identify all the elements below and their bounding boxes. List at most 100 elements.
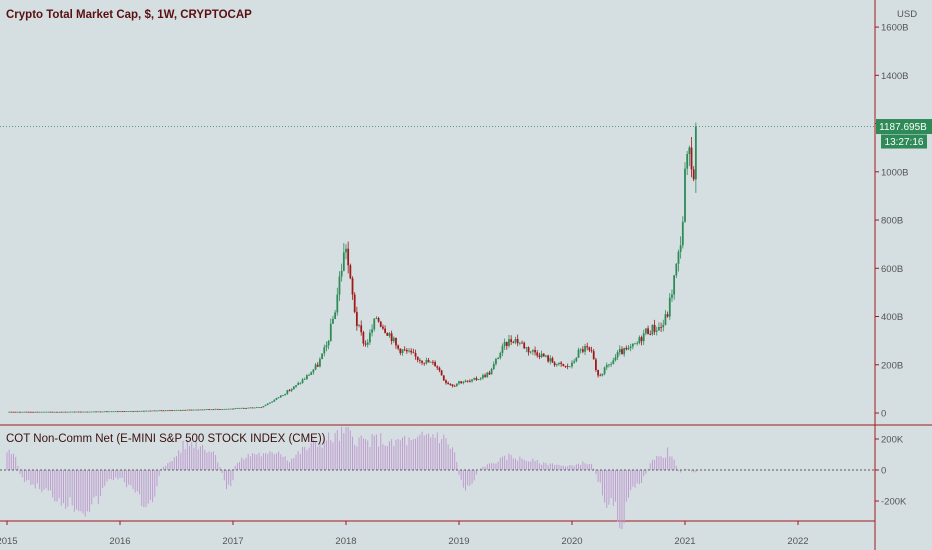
candle-body — [314, 364, 317, 370]
candle-body — [586, 346, 589, 348]
candle-body — [681, 221, 684, 246]
candle-body — [527, 347, 530, 353]
candle-body — [208, 409, 210, 410]
candle-body — [338, 276, 341, 295]
candle-body — [390, 333, 393, 342]
candle-body — [190, 409, 193, 411]
candle-body — [90, 411, 93, 413]
candle-body — [203, 409, 206, 411]
candle-body — [147, 410, 150, 412]
candle-body — [360, 325, 363, 333]
countdown-label: 13:27:16 — [885, 137, 924, 148]
candle-body — [560, 362, 563, 364]
candle-body — [601, 373, 604, 376]
candle-body — [301, 379, 304, 383]
candle-body — [260, 407, 263, 409]
candle-body — [166, 410, 169, 412]
candle-body — [379, 321, 382, 327]
candle-body — [634, 343, 636, 345]
candle-body — [573, 361, 576, 363]
candle-body — [599, 375, 602, 377]
indicator-tick-label: -200K — [881, 497, 907, 508]
candle-body — [475, 378, 478, 380]
candle-body — [466, 380, 469, 382]
candle-body — [264, 404, 267, 407]
candle-body — [236, 408, 239, 409]
candle-body — [529, 351, 532, 353]
candle-body — [340, 270, 343, 277]
candle-body — [636, 343, 639, 344]
candle-body — [271, 401, 274, 403]
candle-body — [653, 324, 656, 332]
candle-body — [605, 364, 608, 368]
candle-body — [56, 411, 58, 413]
candle-body — [134, 410, 137, 412]
candle-body — [184, 409, 187, 411]
candle-body — [531, 350, 534, 352]
candle-body — [273, 399, 276, 402]
candle-body — [323, 347, 326, 354]
candle-body — [677, 251, 680, 264]
candle-body — [627, 347, 630, 350]
candle-body — [171, 410, 174, 412]
candle-body — [666, 314, 669, 317]
candle-body — [245, 407, 247, 409]
price-tick-label: 200B — [881, 360, 903, 371]
currency-label: USD — [897, 9, 917, 20]
candle-body — [458, 381, 460, 384]
candle-body — [310, 372, 313, 375]
candle-body — [623, 348, 626, 355]
candle-body — [345, 248, 347, 253]
candle-body — [21, 411, 24, 413]
candle-body — [116, 411, 119, 413]
candle-body — [232, 408, 234, 410]
candle-body — [671, 294, 673, 298]
candle-body — [101, 411, 104, 413]
candle-body — [447, 382, 450, 385]
candle-body — [123, 411, 126, 413]
candle-body — [649, 334, 652, 335]
candle-body — [505, 341, 508, 346]
candle-body — [14, 411, 17, 413]
candle-body — [214, 408, 217, 410]
candle-body — [432, 361, 434, 363]
candle-body — [332, 318, 334, 324]
candle-body — [251, 407, 254, 409]
candle-body — [58, 411, 61, 413]
candle-body — [79, 411, 82, 413]
candle-body — [256, 407, 258, 409]
candle-body — [584, 346, 586, 352]
candle-body — [253, 407, 256, 409]
candle-body — [292, 386, 295, 390]
candle-body — [490, 369, 493, 375]
candle-body — [30, 411, 32, 413]
candle-body — [53, 411, 56, 413]
candle-body — [23, 411, 26, 413]
candle-body — [84, 411, 87, 413]
candle-body — [479, 378, 482, 380]
candle-body — [523, 342, 526, 349]
candle-body — [312, 369, 315, 373]
candle-body — [545, 355, 547, 357]
candle-body — [156, 410, 158, 412]
candle-body — [655, 330, 658, 332]
candle-body — [355, 312, 358, 326]
price-tick-label: 1400B — [881, 71, 908, 82]
main-pane[interactable] — [0, 122, 875, 413]
candle-body — [412, 352, 415, 354]
candle-body — [588, 347, 591, 351]
candle-body — [327, 340, 330, 346]
candle-body — [140, 410, 143, 412]
candle-body — [108, 411, 111, 413]
candle-body — [564, 365, 567, 367]
last-price-badge — [876, 119, 932, 135]
indicator-pane[interactable] — [0, 426, 875, 530]
candle-body — [32, 411, 34, 413]
candle-body — [692, 169, 695, 180]
candle-body — [638, 337, 641, 344]
candle-body — [484, 375, 486, 377]
candle-body — [279, 395, 282, 398]
candle-body — [136, 410, 139, 412]
candle-body — [177, 409, 180, 411]
